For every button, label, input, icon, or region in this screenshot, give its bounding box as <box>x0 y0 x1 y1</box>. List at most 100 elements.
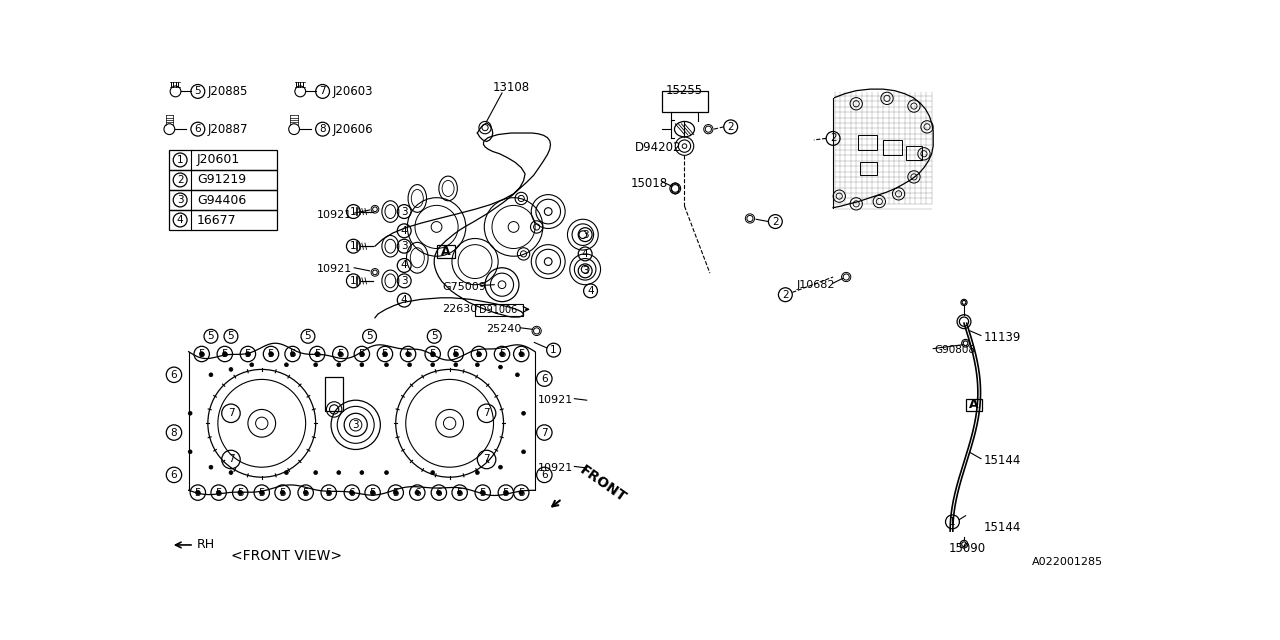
Text: 4: 4 <box>401 226 407 236</box>
Text: 15144: 15144 <box>983 521 1020 534</box>
Text: 5: 5 <box>453 349 460 359</box>
Text: 7: 7 <box>484 454 490 465</box>
Circle shape <box>209 465 212 469</box>
Text: G90808: G90808 <box>934 345 975 355</box>
Bar <box>858 134 877 150</box>
Text: 1: 1 <box>349 207 357 216</box>
Circle shape <box>516 373 520 377</box>
Circle shape <box>303 490 308 495</box>
Text: 7: 7 <box>228 408 234 419</box>
Text: 5: 5 <box>305 332 311 341</box>
Text: 5: 5 <box>279 488 285 498</box>
Text: J20606: J20606 <box>333 123 374 136</box>
Circle shape <box>475 470 479 474</box>
Text: 7: 7 <box>541 428 548 438</box>
Bar <box>436 244 454 258</box>
Text: 5: 5 <box>259 488 265 498</box>
Bar <box>906 146 922 160</box>
Circle shape <box>518 352 524 356</box>
Text: 5: 5 <box>237 488 243 498</box>
Text: 4: 4 <box>582 249 589 259</box>
Text: 7: 7 <box>319 86 326 97</box>
Text: 25240: 25240 <box>486 324 522 334</box>
Text: 3: 3 <box>582 266 589 276</box>
Circle shape <box>280 490 285 495</box>
Circle shape <box>454 363 458 367</box>
Text: 5: 5 <box>381 349 388 359</box>
Circle shape <box>384 363 388 367</box>
Text: G94406: G94406 <box>197 193 246 207</box>
Text: A022001285: A022001285 <box>1032 557 1102 567</box>
Text: 6: 6 <box>348 488 355 498</box>
Text: <FRONT VIEW>: <FRONT VIEW> <box>230 548 342 563</box>
Bar <box>860 161 877 175</box>
Text: 5: 5 <box>195 488 201 498</box>
Text: 6: 6 <box>541 470 548 480</box>
Text: A: A <box>969 398 979 412</box>
Text: 5: 5 <box>393 488 399 498</box>
Circle shape <box>188 412 192 415</box>
Text: 2: 2 <box>727 122 733 132</box>
Bar <box>475 304 522 316</box>
Circle shape <box>360 363 364 367</box>
Text: D91006: D91006 <box>479 305 517 315</box>
Text: 7: 7 <box>484 408 490 419</box>
Circle shape <box>430 352 435 356</box>
Bar <box>169 190 278 210</box>
Text: 5: 5 <box>198 349 205 359</box>
Text: 5: 5 <box>195 86 201 97</box>
Circle shape <box>431 470 435 474</box>
Ellipse shape <box>675 122 695 137</box>
Text: 5: 5 <box>244 349 251 359</box>
Circle shape <box>337 363 340 367</box>
Circle shape <box>370 490 375 495</box>
Text: 1: 1 <box>550 345 557 355</box>
Circle shape <box>475 363 479 367</box>
Text: 5: 5 <box>370 488 376 498</box>
Circle shape <box>498 465 502 469</box>
Text: 10921: 10921 <box>538 395 572 405</box>
Text: 5: 5 <box>480 488 486 498</box>
Circle shape <box>431 363 435 367</box>
Text: 5: 5 <box>404 349 411 359</box>
Text: 3: 3 <box>177 195 183 205</box>
Circle shape <box>229 367 233 371</box>
Circle shape <box>216 490 221 495</box>
Text: 5: 5 <box>215 488 221 498</box>
Text: 5: 5 <box>518 488 525 498</box>
Circle shape <box>476 352 481 356</box>
Text: 5: 5 <box>358 349 365 359</box>
Text: 15018: 15018 <box>631 177 668 189</box>
Text: 13108: 13108 <box>493 81 530 94</box>
Text: 5: 5 <box>518 349 525 359</box>
Text: 5: 5 <box>476 349 483 359</box>
Circle shape <box>360 352 365 356</box>
Text: 4: 4 <box>177 215 183 225</box>
Bar <box>883 140 902 156</box>
Circle shape <box>188 450 192 454</box>
Circle shape <box>196 490 200 495</box>
Text: J20887: J20887 <box>207 123 248 136</box>
Circle shape <box>457 490 462 495</box>
Text: 5: 5 <box>207 332 214 341</box>
Text: J20603: J20603 <box>333 85 372 98</box>
Circle shape <box>384 470 388 474</box>
Circle shape <box>498 365 502 369</box>
Circle shape <box>238 490 242 495</box>
Circle shape <box>480 490 485 495</box>
Text: 22630: 22630 <box>442 305 477 314</box>
Text: G91219: G91219 <box>197 173 246 186</box>
Text: 6: 6 <box>195 124 201 134</box>
Circle shape <box>315 352 320 356</box>
Text: 5: 5 <box>499 349 506 359</box>
Text: 4: 4 <box>401 260 407 271</box>
Text: 1: 1 <box>177 155 183 165</box>
Text: 5: 5 <box>289 349 296 359</box>
Circle shape <box>200 352 204 356</box>
Text: J10682: J10682 <box>796 280 835 290</box>
Text: RH: RH <box>196 538 215 552</box>
Text: 2: 2 <box>829 133 836 143</box>
Text: J20601: J20601 <box>197 154 241 166</box>
Circle shape <box>338 352 343 356</box>
Circle shape <box>250 363 253 367</box>
